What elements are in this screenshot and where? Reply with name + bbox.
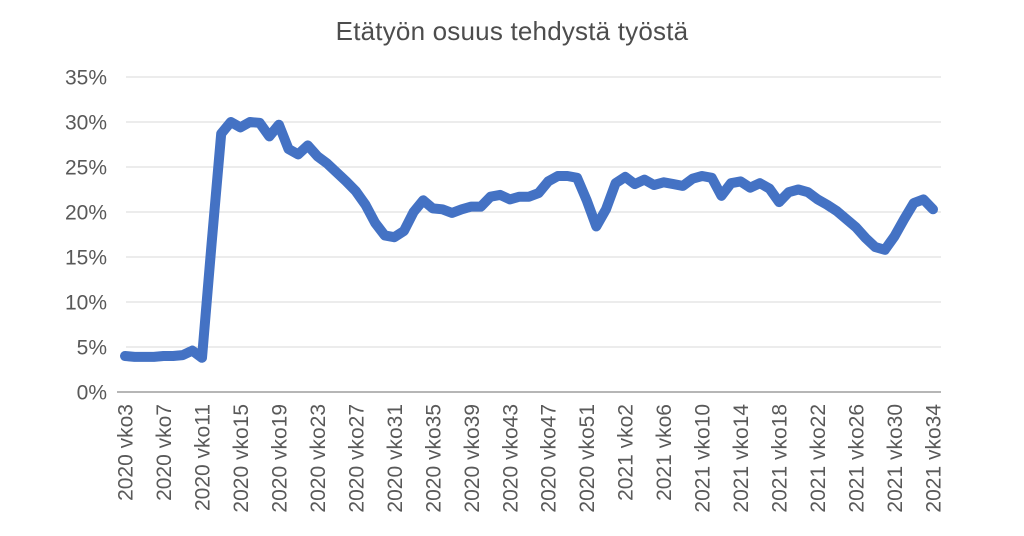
x-axis-label: 2020 vko39 [461, 404, 484, 513]
x-axis-label: 2021 vko6 [653, 404, 676, 501]
x-axis-label: 2021 vko22 [807, 404, 830, 513]
x-axis-label: 2021 vko34 [923, 404, 946, 513]
x-axis-label: 2020 vko47 [538, 404, 561, 513]
remote-work-share-line [120, 117, 938, 363]
y-axis-label: 30% [65, 112, 107, 135]
y-axis-label: 15% [65, 247, 107, 270]
x-axis-label: 2020 vko31 [384, 404, 407, 513]
x-axis-label: 2020 vko19 [268, 404, 291, 513]
x-axis-label: 2020 vko3 [115, 404, 138, 501]
y-axis-label: 35% [65, 67, 107, 90]
x-axis-label: 2021 vko18 [769, 404, 792, 513]
x-axis-label: 2021 vko26 [846, 404, 869, 513]
x-axis-label: 2020 vko23 [307, 404, 330, 513]
x-axis-label: 2020 vko35 [422, 404, 445, 513]
x-axis-label: 2021 vko14 [730, 404, 753, 513]
y-axis-label: 25% [65, 157, 107, 180]
x-axis-label: 2020 vko43 [499, 404, 522, 513]
x-axis-label: 2021 vko2 [615, 404, 638, 501]
y-axis-label: 20% [65, 202, 107, 225]
x-axis-label: 2020 vko51 [576, 404, 599, 513]
chart-title: Etätyön osuus tehdystä työstä [335, 16, 689, 46]
y-axis-label: 10% [65, 292, 107, 315]
y-axis-label: 0% [77, 382, 107, 405]
y-axis-label: 5% [77, 337, 107, 360]
x-axis-label: 2021 vko10 [692, 404, 715, 513]
x-axis-label: 2020 vko15 [230, 404, 253, 513]
x-axis-label: 2020 vko11 [191, 404, 214, 511]
x-axis-label: 2020 vko7 [153, 404, 176, 501]
x-axis-label: 2021 vko30 [884, 404, 907, 513]
x-axis-label: 2020 vko27 [345, 404, 368, 513]
